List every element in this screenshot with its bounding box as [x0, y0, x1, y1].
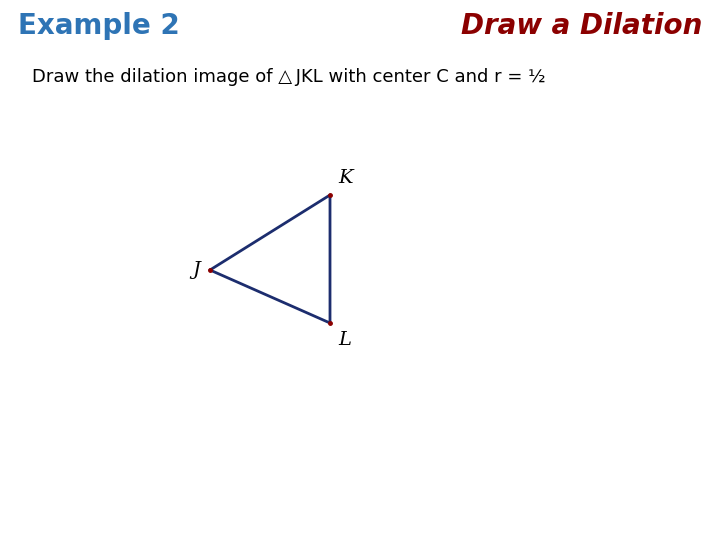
Text: K: K — [338, 169, 353, 187]
Text: Draw the dilation image of △ JKL with center C and r = ½: Draw the dilation image of △ JKL with ce… — [32, 68, 546, 86]
Text: L: L — [338, 331, 351, 349]
Text: Example 2: Example 2 — [18, 12, 180, 40]
Text: J: J — [192, 261, 200, 279]
Text: Draw a Dilation: Draw a Dilation — [461, 12, 702, 40]
